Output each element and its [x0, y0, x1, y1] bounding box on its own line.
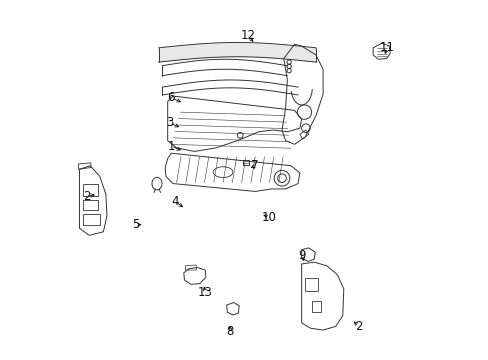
- Text: 12: 12: [240, 29, 255, 42]
- Text: 9: 9: [297, 248, 305, 261]
- Text: 7: 7: [251, 159, 259, 172]
- Text: 11: 11: [379, 41, 394, 54]
- Text: 10: 10: [262, 211, 276, 224]
- Text: 3: 3: [165, 116, 173, 129]
- Text: 1: 1: [167, 140, 175, 153]
- Text: 13: 13: [197, 286, 212, 299]
- Text: 2: 2: [354, 320, 362, 333]
- Text: 5: 5: [132, 218, 139, 231]
- Text: 4: 4: [171, 195, 178, 208]
- Text: 2: 2: [83, 190, 91, 203]
- Text: 8: 8: [226, 325, 233, 338]
- Text: 6: 6: [167, 91, 175, 104]
